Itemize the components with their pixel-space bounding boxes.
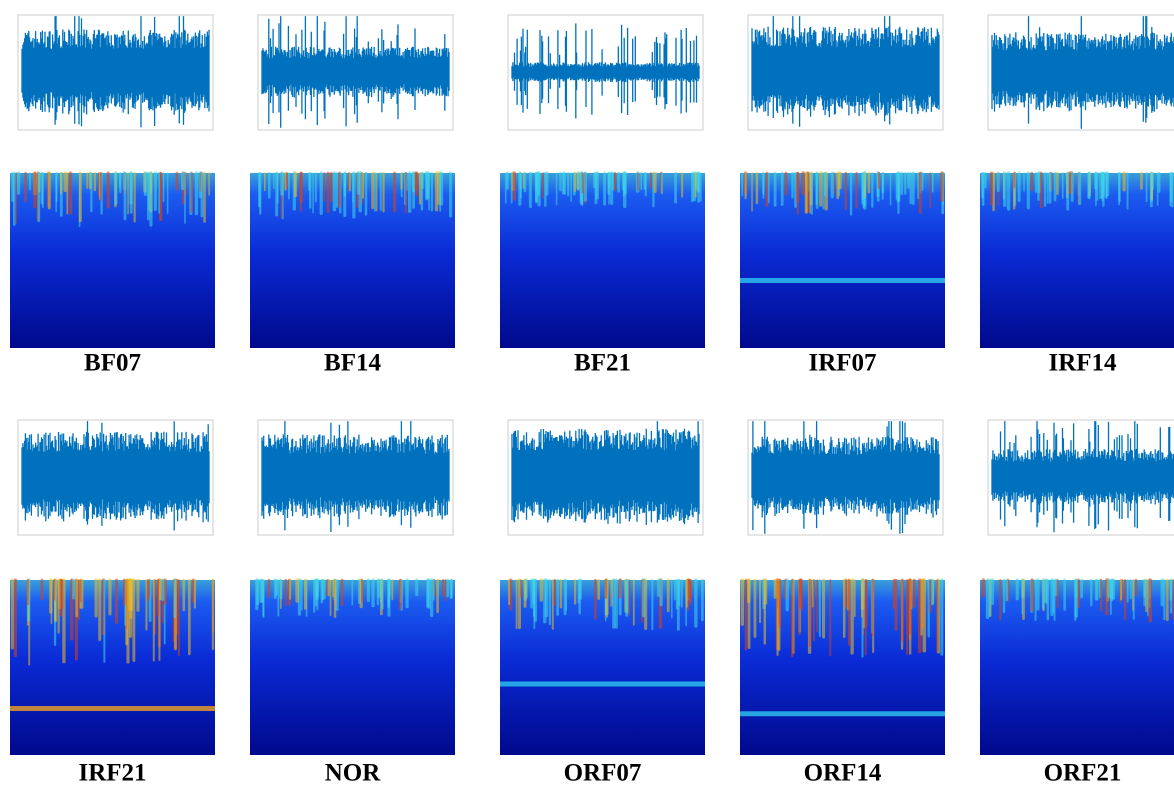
waveform: [21, 421, 210, 531]
waveform: [991, 421, 1174, 533]
panel-label: ORF07: [564, 760, 642, 786]
panel: BF21: [500, 14, 705, 377]
panel-label: IRF21: [78, 760, 146, 786]
waveform: [21, 16, 210, 128]
scalogram: [10, 580, 215, 755]
waveform-axes: [507, 419, 704, 536]
waveform-axes: [17, 14, 214, 131]
panel: IRF14: [980, 14, 1174, 377]
waveform: [511, 23, 700, 119]
panel: NOR: [250, 419, 455, 786]
scalogram: [10, 173, 215, 348]
waveform-axes: [507, 14, 704, 131]
waveform-axes: [17, 419, 214, 536]
waveform: [511, 421, 700, 525]
waveform-axes: [987, 419, 1174, 536]
waveform-axes: [747, 419, 944, 536]
scalogram-band: [500, 681, 705, 687]
panel: ORF07: [500, 419, 705, 786]
panel: IRF07: [740, 14, 945, 377]
waveform: [751, 16, 940, 127]
panel-label: IRF14: [1048, 350, 1117, 377]
panel-label: ORF21: [1044, 760, 1122, 786]
scalogram: [500, 173, 705, 348]
waveform: [261, 421, 450, 532]
panel: IRF21: [10, 419, 215, 786]
panel: BF14: [250, 14, 455, 377]
waveform: [991, 16, 1174, 129]
scalogram-band: [740, 711, 945, 717]
panel-label: BF21: [574, 350, 631, 377]
waveform-axes: [987, 14, 1174, 131]
waveform-axes: [257, 14, 454, 131]
scalogram: [980, 173, 1174, 348]
panel: ORF14: [740, 419, 945, 786]
panel-label: BF14: [324, 350, 381, 377]
panel-label: NOR: [325, 760, 382, 786]
scalogram: [250, 580, 455, 755]
panel: BF07: [10, 14, 215, 377]
waveform-axes: [257, 419, 454, 536]
scalogram-band: [10, 706, 215, 711]
waveform: [261, 16, 450, 128]
panel-label: ORF14: [804, 760, 882, 786]
waveform: [751, 421, 940, 534]
panel-label: BF07: [84, 350, 141, 377]
waveform-axes: [747, 14, 944, 131]
scalogram-band: [740, 278, 945, 283]
panel: ORF21: [980, 419, 1174, 786]
panel-label: IRF07: [808, 350, 876, 377]
